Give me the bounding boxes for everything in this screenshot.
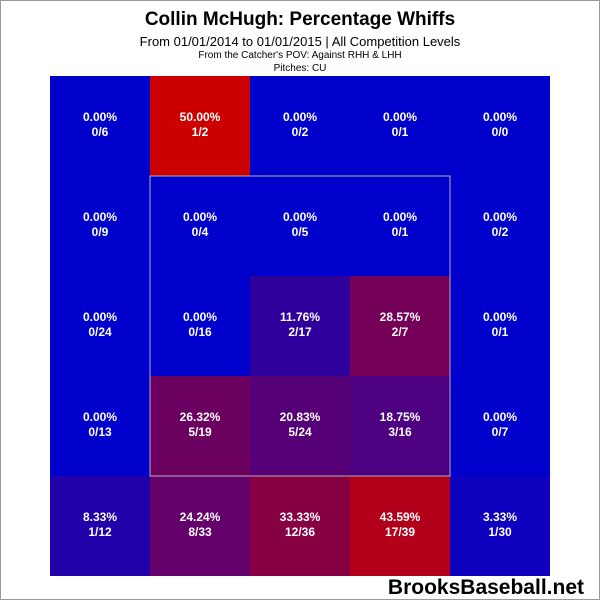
heatmap-cell-r2-c1 [150, 276, 250, 376]
cell-ratio-label: 0/6 [92, 125, 109, 139]
heatmap-cell-r2-c3 [350, 276, 450, 376]
cell-percentage-label: 0.00% [83, 110, 117, 124]
cell-ratio-label: 3/16 [388, 425, 412, 439]
strike-zone-outline [149, 175, 451, 477]
cell-percentage-label: 24.24% [180, 510, 221, 524]
heatmap-cell-r3-c2 [250, 376, 350, 476]
cell-percentage-label: 28.57% [380, 310, 421, 324]
heatmap-cell-r0-c1 [150, 76, 250, 176]
cell-ratio-label: 0/24 [88, 325, 112, 339]
cell-percentage-label: 11.76% [280, 310, 320, 324]
cell-ratio-label: 0/7 [492, 425, 509, 439]
cell-ratio-label: 0/1 [392, 225, 409, 239]
heatmap-cell-r1-c4 [450, 176, 550, 276]
cell-ratio-label: 17/39 [385, 525, 415, 539]
cell-percentage-label: 0.00% [483, 210, 517, 224]
heatmap-cell-r3-c4 [450, 376, 550, 476]
cell-ratio-label: 0/1 [392, 125, 409, 139]
cell-percentage-label: 26.32% [180, 410, 221, 424]
cell-percentage-label: 0.00% [83, 410, 117, 424]
cell-percentage-label: 0.00% [283, 110, 317, 124]
pitches-label: Pitches: CU [273, 63, 327, 74]
cell-percentage-label: 0.00% [483, 310, 517, 324]
cell-ratio-label: 5/24 [288, 425, 312, 439]
cell-percentage-label: 0.00% [183, 310, 217, 324]
heatmap-cell-r2-c2 [250, 276, 350, 376]
cell-ratio-label: 0/2 [292, 125, 309, 139]
cell-percentage-label: 50.00% [180, 110, 221, 124]
cell-ratio-label: 0/4 [192, 225, 209, 239]
cell-percentage-label: 43.59% [380, 510, 421, 524]
cell-percentage-label: 20.83% [280, 410, 321, 424]
heatmap-cell-r1-c3 [350, 176, 450, 276]
cell-ratio-label: 2/7 [392, 325, 409, 339]
heatmap-cell-r0-c2 [250, 76, 350, 176]
cell-ratio-label: 1/12 [88, 525, 112, 539]
cell-ratio-label: 1/2 [192, 125, 209, 139]
heatmap-cell-r1-c1 [150, 176, 250, 276]
cell-ratio-label: 0/1 [492, 325, 509, 339]
cell-ratio-label: 5/19 [188, 425, 212, 439]
heatmap-cell-r4-c0 [50, 476, 150, 576]
heatmap-cell-r4-c2 [250, 476, 350, 576]
heatmap-cell-r3-c1 [150, 376, 250, 476]
cell-ratio-label: 1/30 [488, 525, 512, 539]
cell-ratio-label: 0/5 [292, 225, 309, 239]
heatmap-cell-r1-c0 [50, 176, 150, 276]
cell-percentage-label: 0.00% [383, 210, 417, 224]
cell-percentage-label: 0.00% [483, 110, 517, 124]
heatmap-cell-r4-c3 [350, 476, 450, 576]
cell-ratio-label: 0/9 [92, 225, 109, 239]
heatmap-cell-r0-c3 [350, 76, 450, 176]
heatmap-cell-r0-c4 [450, 76, 550, 176]
heatmap-cell-r2-c4 [450, 276, 550, 376]
chart-title: Collin McHugh: Percentage Whiffs [144, 9, 456, 30]
cell-percentage-label: 0.00% [483, 410, 517, 424]
heatmap-cell-r2-c0 [50, 276, 150, 376]
cell-percentage-label: 0.00% [383, 110, 417, 124]
brooksbaseball-watermark: BrooksBaseball.net [387, 576, 584, 599]
cell-ratio-label: 0/16 [188, 325, 212, 339]
chart-subtitle: From 01/01/2014 to 01/01/2015 | All Comp… [139, 34, 461, 49]
cell-ratio-label: 2/17 [288, 325, 312, 339]
cell-percentage-label: 0.00% [283, 210, 317, 224]
cell-percentage-label: 8.33% [83, 510, 117, 524]
cell-ratio-label: 12/36 [285, 525, 315, 539]
cell-percentage-label: 18.75% [380, 410, 421, 424]
cell-ratio-label: 8/33 [188, 525, 212, 539]
cell-percentage-label: 33.33% [280, 510, 321, 524]
heatmap-cell-r1-c2 [250, 176, 350, 276]
cell-percentage-label: 0.00% [83, 310, 117, 324]
heatmap-cell-r4-c4 [450, 476, 550, 576]
cell-ratio-label: 0/0 [492, 125, 509, 139]
cell-ratio-label: 0/2 [492, 225, 509, 239]
heatmap-cell-r3-c3 [350, 376, 450, 476]
heatmap-cell-r3-c0 [50, 376, 150, 476]
pov-label: From the Catcher's POV: Against RHH & LH… [198, 50, 402, 61]
cell-ratio-label: 0/13 [88, 425, 112, 439]
cell-percentage-label: 3.33% [483, 510, 517, 524]
cell-percentage-label: 0.00% [183, 210, 217, 224]
heatmap-cell-r0-c0 [50, 76, 150, 176]
heatmap-cell-r4-c1 [150, 476, 250, 576]
cell-percentage-label: 0.00% [83, 210, 117, 224]
